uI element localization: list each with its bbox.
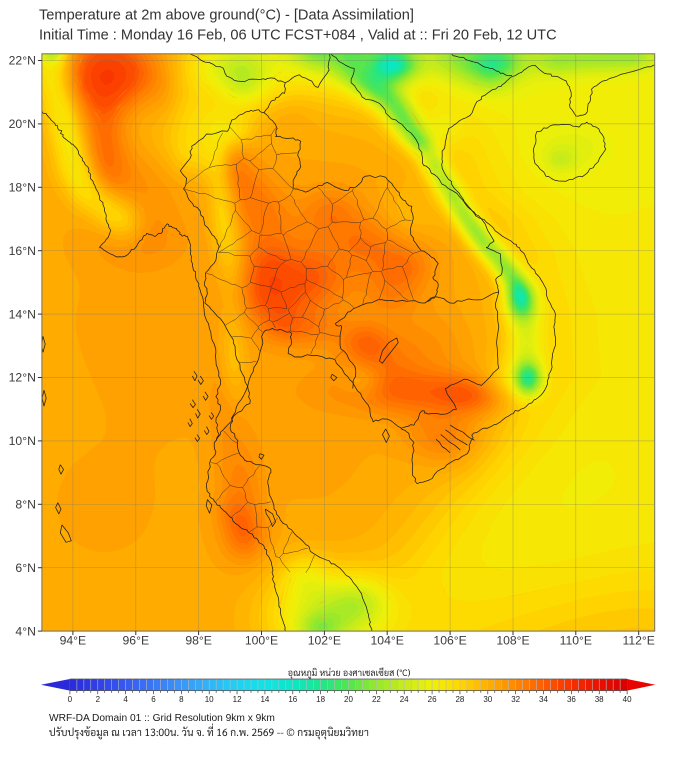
svg-text:94°E: 94°E [60,634,87,648]
svg-text:22: 22 [372,695,381,704]
svg-text:Initial Time : Monday 16 Feb,: Initial Time : Monday 16 Feb, 06 UTC FCS… [39,28,557,44]
svg-text:108°E: 108°E [496,634,529,648]
svg-text:10°N: 10°N [9,434,36,448]
svg-text:WRF-DA Domain 01 :: Grid Resol: WRF-DA Domain 01 :: Grid Resolution 9km … [49,713,275,724]
svg-text:112°E: 112°E [622,634,654,648]
svg-text:12°N: 12°N [9,371,36,385]
svg-text:28: 28 [455,695,464,704]
svg-text:110°E: 110°E [560,634,592,648]
svg-text:36: 36 [567,695,576,704]
svg-text:0: 0 [68,695,73,704]
svg-text:106°E: 106°E [433,634,466,648]
svg-text:26: 26 [428,695,437,704]
svg-text:22°N: 22°N [9,54,36,68]
svg-text:24: 24 [400,695,409,704]
svg-text:98°E: 98°E [185,634,212,648]
svg-text:6: 6 [151,695,156,704]
svg-text:104°E: 104°E [371,634,404,648]
svg-text:18°N: 18°N [9,181,36,195]
svg-text:4: 4 [123,695,128,704]
svg-text:12: 12 [233,695,242,704]
svg-text:14: 14 [260,695,269,704]
svg-text:16: 16 [288,695,297,704]
svg-text:16°N: 16°N [9,244,36,258]
svg-text:10: 10 [205,695,214,704]
svg-text:8°N: 8°N [15,498,35,512]
svg-text:Temperature at 2m above ground: Temperature at 2m above ground(°C) - [Da… [39,8,414,24]
svg-text:2: 2 [96,695,101,704]
svg-text:14°N: 14°N [9,307,36,321]
svg-text:40: 40 [623,695,632,704]
svg-text:8: 8 [179,695,184,704]
svg-text:30: 30 [483,695,492,704]
svg-text:38: 38 [595,695,604,704]
svg-text:18: 18 [316,695,325,704]
svg-text:100°E: 100°E [245,634,278,648]
svg-text:34: 34 [539,695,548,704]
svg-text:4°N: 4°N [15,624,35,638]
svg-text:96°E: 96°E [123,634,150,648]
svg-text:20°N: 20°N [9,117,36,131]
svg-text:20: 20 [344,695,353,704]
svg-text:6°N: 6°N [15,561,35,575]
svg-text:32: 32 [511,695,520,704]
svg-text:102°E: 102°E [308,634,341,648]
